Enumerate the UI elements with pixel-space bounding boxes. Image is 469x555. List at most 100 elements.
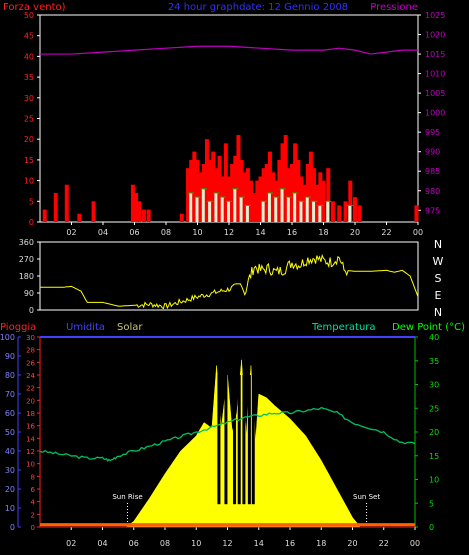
humidity-tick-label: 90: [5, 352, 15, 361]
wind-bar: [318, 172, 323, 222]
wind-tick-label: 15: [24, 156, 34, 165]
sunrise-label: Sun Rise: [112, 493, 142, 501]
time-tick-label: 12: [222, 539, 232, 548]
wind-bar: [302, 184, 307, 222]
rain-tick-label: 6: [31, 486, 36, 494]
gust-bar: [208, 201, 212, 222]
wind-tick-label: 30: [24, 94, 34, 103]
sunset-label: Sun Set: [353, 493, 380, 501]
humidity-tick-label: 80: [5, 371, 15, 380]
wind-tick-label: 25: [24, 115, 34, 124]
wind-bar: [230, 164, 235, 222]
wind-bar: [137, 201, 142, 222]
wind-bar: [258, 176, 263, 222]
wind-tick-label: 5: [29, 197, 34, 206]
pressure-tick-label: 990: [425, 148, 440, 157]
time-tick-label: 04: [97, 539, 107, 548]
compass-label: W: [433, 255, 444, 268]
time-tick-label: 14: [254, 539, 264, 548]
wind-bar: [179, 213, 184, 222]
wind-bar: [353, 197, 357, 222]
rain-tick-label: 26: [26, 359, 35, 367]
direction-tick-label: 90: [24, 289, 34, 298]
wind-bar: [271, 172, 276, 222]
wind-tick-label: 50: [24, 11, 34, 20]
rain-tick-label: 24: [26, 372, 35, 380]
gust-bar: [267, 193, 271, 222]
time-tick-label: 06: [129, 228, 139, 237]
gust-bar: [326, 201, 330, 222]
pressure-tick-label: 1010: [425, 70, 445, 79]
gust-bar: [214, 193, 218, 222]
gust-bar: [233, 188, 237, 222]
time-tick-label: 16: [285, 539, 295, 548]
time-tick-label: 14: [255, 228, 265, 237]
temperature-tick-label: 0: [429, 523, 434, 532]
direction-tick-label: 0: [29, 306, 34, 315]
wind-bar: [255, 180, 260, 222]
wind-bar: [326, 168, 331, 222]
rain-tick-label: 14: [26, 435, 35, 443]
rain-tick-label: 16: [26, 423, 35, 431]
humidity-tick-label: 60: [5, 409, 15, 418]
wind-bar: [77, 213, 82, 222]
pressure-tick-label: 985: [425, 167, 440, 176]
temperature-axis-title: Temperatura: [311, 322, 376, 333]
rain-tick-label: 30: [26, 334, 35, 342]
wind-tick-label: 10: [24, 177, 34, 186]
humidity-tick-label: 0: [10, 523, 15, 532]
time-tick-label: 12: [224, 228, 234, 237]
direction-tick-label: 180: [19, 272, 34, 281]
wind-bar: [414, 205, 419, 222]
wind-bar: [91, 201, 96, 222]
temperature-line: [39, 406, 416, 462]
temperature-tick-label: 25: [429, 404, 439, 413]
compass-label: N: [434, 306, 442, 319]
wind-bar: [330, 201, 335, 222]
time-tick-label: 08: [161, 228, 171, 237]
gust-bar: [280, 188, 284, 222]
wind-bar: [312, 168, 317, 222]
wind-bar: [208, 159, 213, 222]
humidity-tick-label: 10: [5, 504, 15, 513]
wind-bar: [283, 135, 288, 222]
wind-bar: [195, 159, 200, 222]
wind-bar: [308, 151, 313, 222]
wind-bar: [343, 201, 348, 222]
wind-bar: [239, 159, 244, 222]
wind-bar: [217, 155, 222, 222]
pressure-tick-label: 1025: [425, 11, 445, 20]
wind-bar: [192, 151, 197, 222]
wind-bar: [321, 180, 326, 222]
wind-bar: [252, 193, 257, 222]
pressure-tick-label: 995: [425, 128, 440, 137]
humidity-tick-label: 70: [5, 390, 15, 399]
temperature-tick-label: 35: [429, 357, 439, 366]
wind-bar: [245, 168, 250, 222]
rain-humidity-solar-panel: 0102030405060708090100024681012141618202…: [0, 333, 439, 548]
wind-bar: [286, 168, 291, 222]
wind-bar: [146, 209, 151, 222]
wind-tick-label: 0: [29, 218, 34, 227]
pressure-tick-label: 1015: [425, 50, 445, 59]
wind-bar: [141, 209, 146, 222]
rain-tick-label: 18: [26, 410, 35, 418]
wind-bar: [264, 164, 269, 222]
time-tick-label: 08: [160, 539, 170, 548]
wind-bar: [277, 159, 282, 222]
time-tick-label: 04: [98, 228, 108, 237]
time-tick-label: 20: [350, 228, 360, 237]
pressure-tick-label: 1000: [425, 109, 445, 118]
wind-bar: [134, 193, 139, 222]
gust-bar: [305, 197, 309, 222]
direction-tick-label: 270: [19, 255, 34, 264]
gust-bar: [220, 197, 224, 222]
time-tick-label: 02: [66, 228, 76, 237]
wind-bar: [296, 159, 301, 222]
gust-bar: [261, 201, 265, 222]
wind-bar: [293, 143, 298, 222]
wind-tick-label: 35: [24, 73, 34, 82]
humidity-tick-label: 20: [5, 485, 15, 494]
wind-pressure-panel: 0510152025303540455097598098599099510001…: [24, 11, 446, 237]
time-tick-label: 22: [379, 539, 389, 548]
